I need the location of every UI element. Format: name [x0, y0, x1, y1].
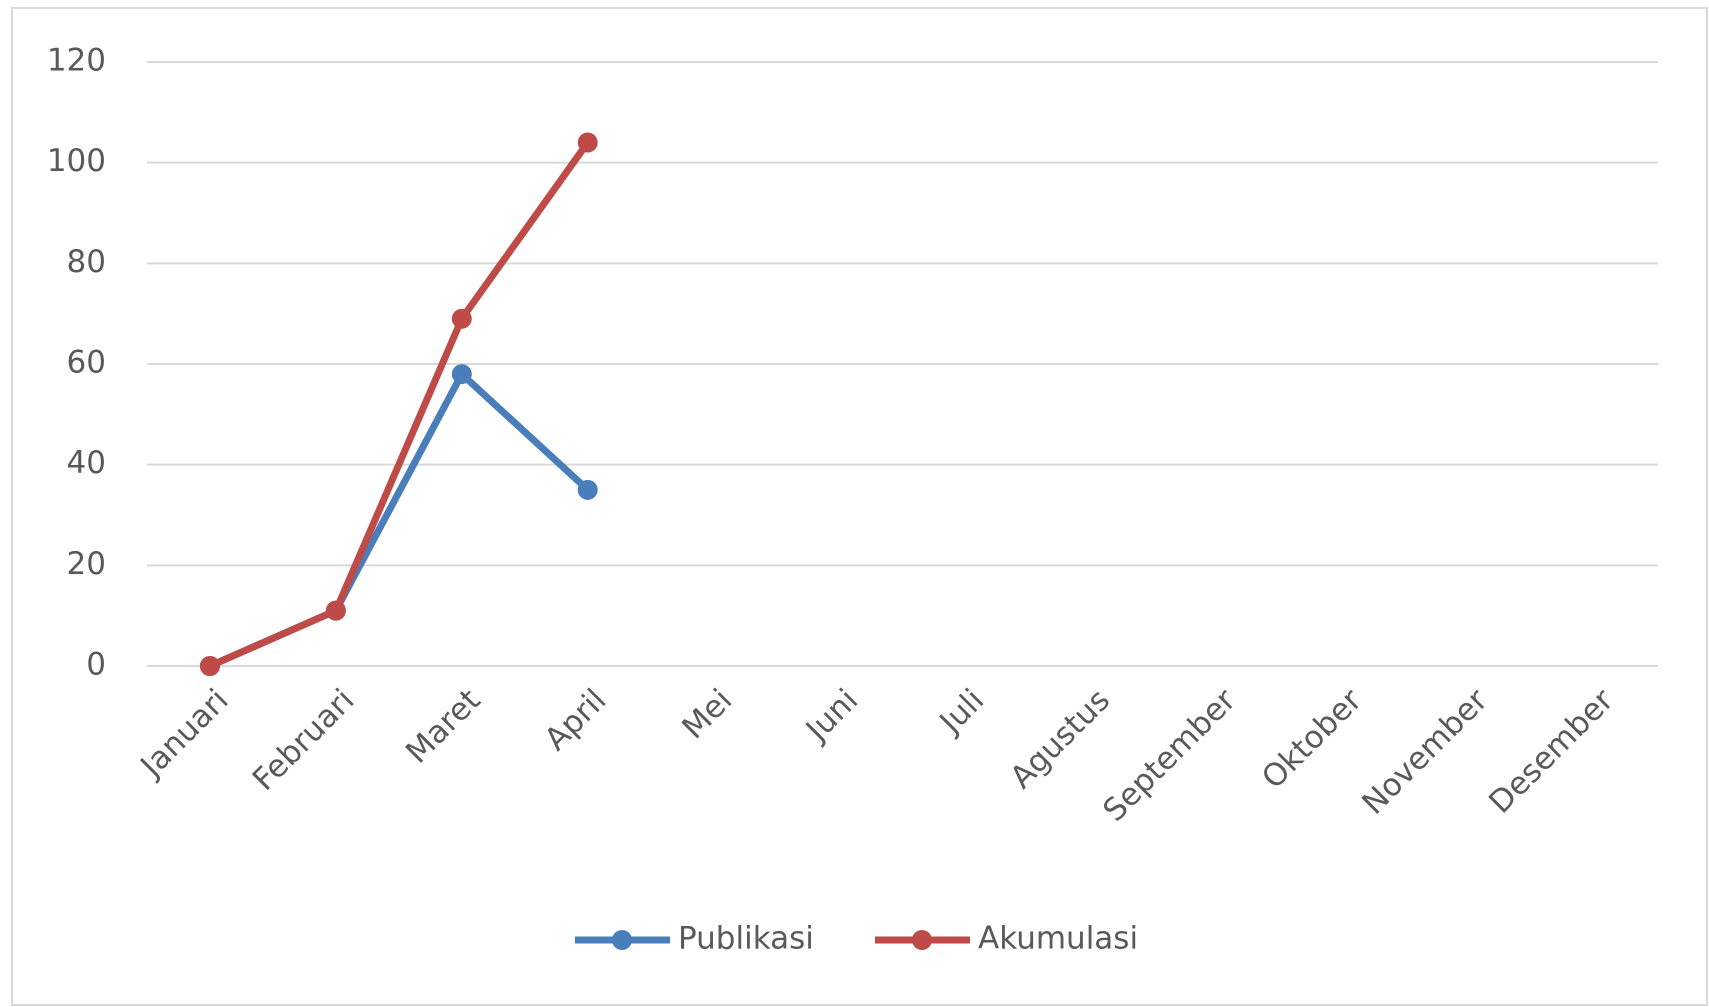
- chart-frame: [11, 7, 1708, 1006]
- y-tick-label: 40: [67, 445, 106, 481]
- marker: [577, 132, 598, 153]
- y-tick-label: 60: [67, 345, 106, 381]
- y-tick-label: 20: [67, 546, 106, 582]
- legend-marker: [912, 930, 932, 950]
- series-line: [206, 139, 592, 670]
- y-tick-label: 120: [47, 43, 106, 79]
- legend-item: Publikasi: [575, 921, 814, 957]
- y-tick-label: 0: [86, 647, 106, 683]
- marker: [199, 656, 220, 676]
- marker: [325, 600, 346, 621]
- marker: [451, 364, 472, 385]
- legend-item: Akumulasi: [875, 921, 1138, 957]
- y-tick-label: 100: [47, 143, 106, 179]
- marker: [451, 308, 472, 329]
- y-tick-label: 80: [67, 244, 106, 280]
- marker: [577, 479, 598, 500]
- legend-label: Publikasi: [678, 921, 814, 957]
- legend-marker: [612, 930, 632, 950]
- legend-label: Akumulasi: [978, 921, 1138, 957]
